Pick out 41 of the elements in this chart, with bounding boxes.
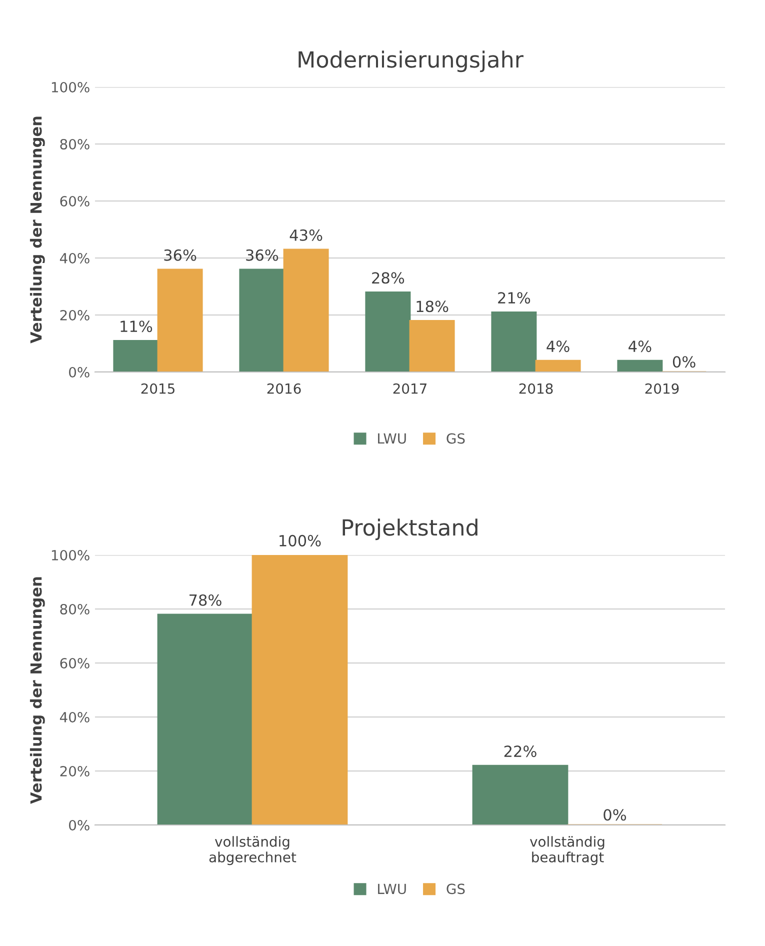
data-label: 18% <box>416 300 448 312</box>
x-tick-label: vollständig beauftragt <box>530 836 604 866</box>
data-label: 100% <box>280 534 321 546</box>
data-label: 22% <box>504 746 536 758</box>
data-label: 36% <box>246 249 278 261</box>
data-label: 11% <box>120 320 152 332</box>
legend-label: GS <box>446 884 465 894</box>
x-tick-label: 2019 <box>645 383 679 394</box>
y-tick-label: 80% <box>60 604 90 614</box>
data-label: 0% <box>604 809 626 821</box>
y-axis-title: Verteilung der Nennungen <box>30 577 45 804</box>
x-tick-label: 2018 <box>519 383 553 394</box>
x-tick-label: 2016 <box>267 383 301 394</box>
x-tick-label: 2017 <box>393 383 426 394</box>
x-tick-label: vollständig abgerechnet <box>209 836 296 866</box>
y-tick-label: 40% <box>60 252 90 264</box>
data-label: 21% <box>498 292 530 304</box>
legend-label: LWU <box>378 433 406 444</box>
data-label: 0% <box>672 356 696 368</box>
y-tick-label: 80% <box>60 138 90 150</box>
y-tick-label: 0% <box>69 820 90 830</box>
y-tick-label: 60% <box>60 196 90 206</box>
y-tick-label: 20% <box>60 310 90 320</box>
y-tick-label: 100% <box>52 82 90 92</box>
y-tick-label: 20% <box>60 766 90 776</box>
data-label: 43% <box>290 229 322 241</box>
legend-label: GS <box>446 433 465 444</box>
y-axis-title: Verteilung der Nennungen <box>30 116 45 344</box>
y-tick-label: 100% <box>52 550 90 560</box>
y-tick-label: 40% <box>60 712 90 722</box>
data-label: 28% <box>372 272 404 284</box>
data-label: 78% <box>190 594 222 606</box>
data-label: 4% <box>546 340 570 352</box>
legend-label: LWU <box>378 884 406 894</box>
y-tick-label: 60% <box>60 658 90 668</box>
x-tick-label: 2015 <box>141 383 174 394</box>
data-label: 36% <box>164 249 196 261</box>
chart-title: Modernisierungsjahr <box>298 50 524 72</box>
data-label: 4% <box>628 340 652 352</box>
y-tick-label: 0% <box>69 366 90 378</box>
chart-title: Projektstand <box>342 518 478 540</box>
